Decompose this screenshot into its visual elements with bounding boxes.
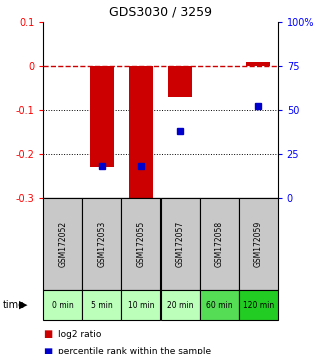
Text: 60 min: 60 min: [206, 301, 232, 309]
Text: ■: ■: [43, 329, 53, 339]
Text: 5 min: 5 min: [91, 301, 113, 309]
Text: GSM172055: GSM172055: [136, 221, 145, 267]
Text: percentile rank within the sample: percentile rank within the sample: [58, 347, 211, 354]
Bar: [129, 66, 153, 202]
Text: ■: ■: [43, 347, 53, 354]
Text: 20 min: 20 min: [167, 301, 193, 309]
Text: time: time: [3, 300, 25, 310]
Text: 120 min: 120 min: [242, 301, 274, 309]
Text: GSM172053: GSM172053: [97, 221, 107, 267]
Bar: [247, 62, 270, 66]
Text: GSM172059: GSM172059: [254, 221, 263, 267]
Text: GSM172052: GSM172052: [58, 221, 67, 267]
Text: ▶: ▶: [19, 300, 27, 310]
Text: GDS3030 / 3259: GDS3030 / 3259: [109, 5, 212, 18]
Text: 10 min: 10 min: [128, 301, 154, 309]
Bar: [168, 66, 192, 97]
Text: log2 ratio: log2 ratio: [58, 330, 101, 339]
Text: GSM172058: GSM172058: [214, 221, 224, 267]
Text: GSM172057: GSM172057: [176, 221, 185, 267]
Text: 0 min: 0 min: [52, 301, 74, 309]
Bar: [90, 66, 114, 167]
